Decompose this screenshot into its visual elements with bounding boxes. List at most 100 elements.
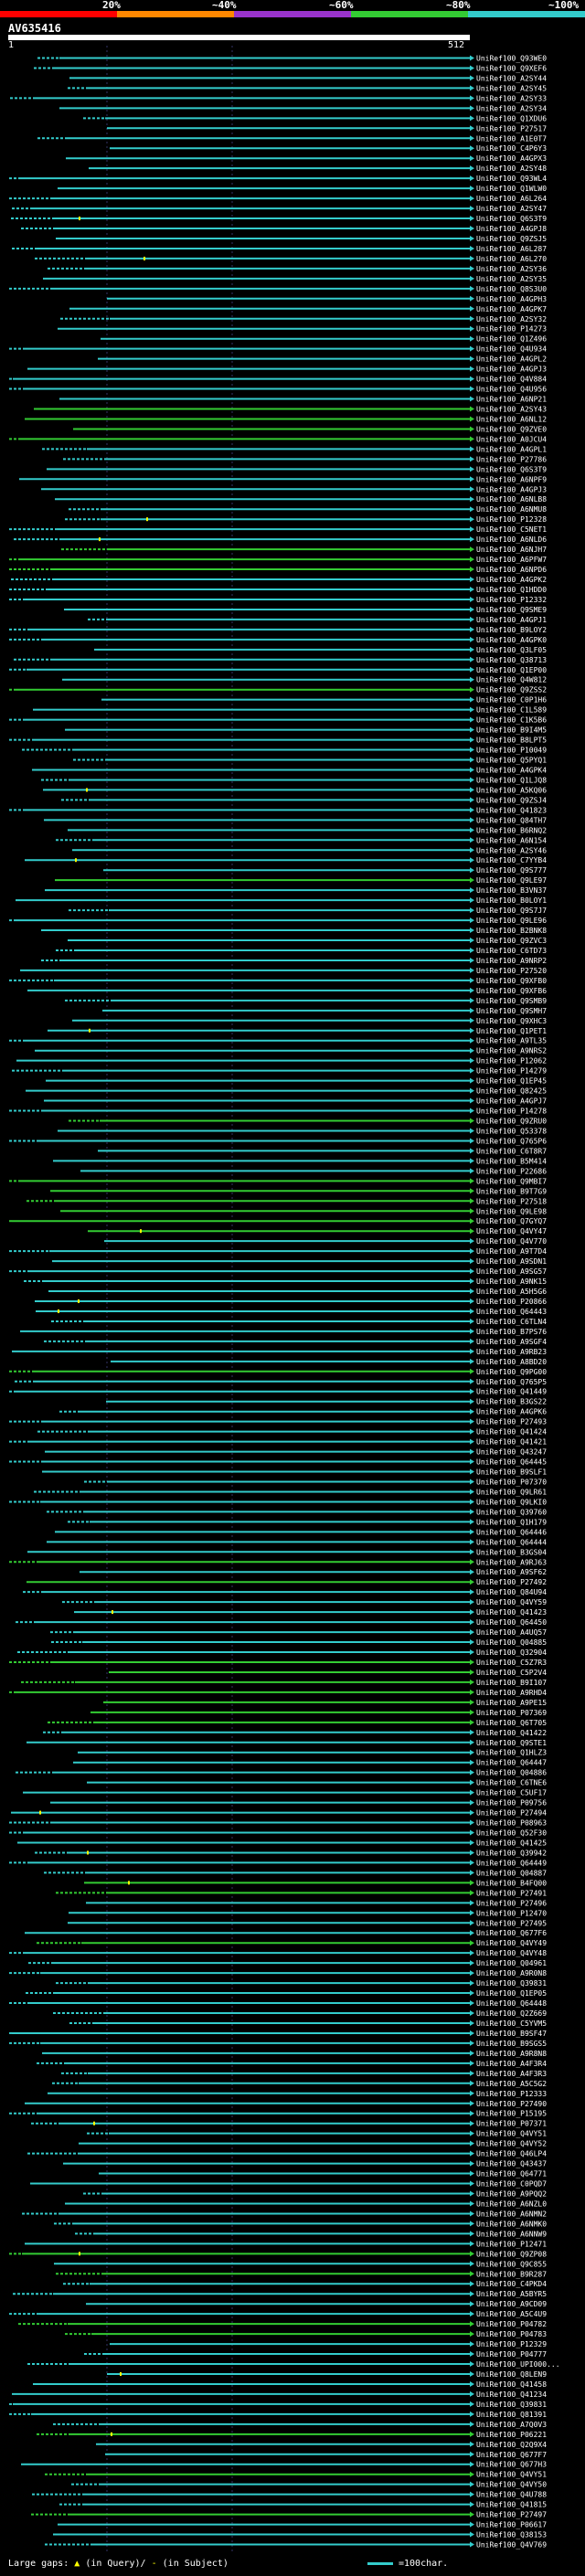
hit-label[interactable]: UniRef100_P06617	[476, 2521, 547, 2529]
hit-label[interactable]: UniRef100_A5C5G2	[476, 2080, 547, 2088]
hit-label[interactable]: UniRef100_B9T7G9	[476, 1187, 547, 1195]
hit-label[interactable]: UniRef100_Q9PG00	[476, 1368, 547, 1376]
hit-label[interactable]: UniRef100_P12328	[476, 515, 547, 524]
hit-label[interactable]: UniRef100_Q677F6	[476, 1929, 547, 1937]
hit-label[interactable]: UniRef100_P27490	[476, 2100, 547, 2108]
hit-label[interactable]: UniRef100_Q1EP00	[476, 666, 547, 674]
hit-label[interactable]: UniRef100_A4GPJ3	[476, 485, 547, 493]
hit-label[interactable]: UniRef100_A6NP21	[476, 396, 547, 404]
hit-label[interactable]: UniRef100_A6NLB8	[476, 495, 547, 504]
hit-label[interactable]: UniRef100_Q765P6	[476, 1137, 547, 1145]
hit-label[interactable]: UniRef100_Q9XHC3	[476, 1017, 547, 1025]
hit-label[interactable]: UniRef100_Q9XFB6	[476, 987, 547, 995]
hit-label[interactable]: UniRef100_A2SY44	[476, 74, 547, 82]
hit-label[interactable]: UniRef100_Q52F30	[476, 1829, 547, 1838]
hit-label[interactable]: UniRef100_C7YYB4	[476, 856, 547, 864]
hit-label[interactable]: UniRef100_A1E0T7	[476, 134, 547, 143]
hit-label[interactable]: UniRef100_Q9LE97	[476, 876, 547, 885]
hit-label[interactable]: UniRef100_A6NL12	[476, 415, 547, 423]
hit-label[interactable]: UniRef100_A8BD20	[476, 1358, 547, 1366]
hit-label[interactable]: UniRef100_Q6S3T9	[476, 215, 547, 223]
hit-label[interactable]: UniRef100_P27491	[476, 1889, 547, 1897]
hit-label[interactable]: UniRef100_A2SY45	[476, 84, 547, 92]
hit-label[interactable]: UniRef100_Q2Q9X4	[476, 2441, 547, 2449]
hit-label[interactable]: UniRef100_C5NET1	[476, 525, 547, 534]
hit-label[interactable]: UniRef100_P07369	[476, 1709, 547, 1717]
hit-label[interactable]: UniRef100_A6NPD6	[476, 566, 547, 574]
hit-label[interactable]: UniRef100_A4GPK4	[476, 766, 547, 774]
hit-label[interactable]: UniRef100_C5P2V4	[476, 1669, 547, 1677]
hit-label[interactable]: UniRef100_A4GPJ7	[476, 1097, 547, 1106]
hit-label[interactable]: UniRef100_Q9S777	[476, 866, 547, 875]
hit-label[interactable]: UniRef100_B8LPT5	[476, 737, 547, 745]
hit-label[interactable]: UniRef100_P20866	[476, 1298, 547, 1306]
hit-label[interactable]: UniRef100_A6NZL0	[476, 2200, 547, 2208]
hit-label[interactable]: UniRef100_B2BNK8	[476, 927, 547, 935]
hit-label[interactable]: UniRef100_Q4V769	[476, 2541, 547, 2549]
hit-label[interactable]: UniRef100_A9SF62	[476, 1568, 547, 1576]
hit-label[interactable]: UniRef100_Q6T705	[476, 1719, 547, 1727]
hit-label[interactable]: UniRef100_Q4U934	[476, 345, 547, 354]
hit-label[interactable]: UniRef100_C5UF17	[476, 1789, 547, 1797]
hit-label[interactable]: UniRef100_Q5PYQ1	[476, 757, 547, 765]
hit-label[interactable]: UniRef100_A6L264	[476, 195, 547, 203]
hit-label[interactable]: UniRef100_A6NMK0	[476, 2220, 547, 2228]
hit-label[interactable]: UniRef100_A4GPJ8	[476, 225, 547, 233]
hit-label[interactable]: UniRef100_A4F3R3	[476, 2070, 547, 2078]
hit-label[interactable]: UniRef100_A9PE15	[476, 1699, 547, 1707]
hit-label[interactable]: UniRef100_Q41421	[476, 1438, 547, 1447]
hit-label[interactable]: UniRef100_P12062	[476, 1057, 547, 1065]
hit-label[interactable]: UniRef100_Q9ZSJ5	[476, 235, 547, 243]
hit-label[interactable]: UniRef100_Q64445	[476, 1458, 547, 1467]
hit-label[interactable]: UniRef100_P04782	[476, 2320, 547, 2328]
hit-label[interactable]: UniRef100_A9SGF4	[476, 1338, 547, 1346]
hit-label[interactable]: UniRef100_Q64771	[476, 2170, 547, 2178]
hit-label[interactable]: UniRef100_Q64444	[476, 1538, 547, 1546]
hit-label[interactable]: UniRef100_A5C4U9	[476, 2310, 547, 2318]
hit-label[interactable]: UniRef100_Q1Z496	[476, 335, 547, 344]
hit-label[interactable]: UniRef100_A2SY32	[476, 315, 547, 323]
hit-label[interactable]: UniRef100_Q41423	[476, 1608, 547, 1617]
hit-label[interactable]: UniRef100_A6NMU8	[476, 505, 547, 514]
hit-label[interactable]: UniRef100_C6TNE6	[476, 1779, 547, 1787]
hit-label[interactable]: UniRef100_C4PKD4	[476, 2280, 547, 2288]
hit-label[interactable]: UniRef100_P06221	[476, 2431, 547, 2439]
hit-label[interactable]: UniRef100_A5BYR5	[476, 2290, 547, 2298]
hit-label[interactable]: UniRef100_Q4VY48	[476, 1949, 547, 1957]
hit-label[interactable]: UniRef100_P12471	[476, 2240, 547, 2248]
hit-label[interactable]: UniRef100_Q9ZVE0	[476, 425, 547, 433]
hit-label[interactable]: UniRef100_Q41449	[476, 1388, 547, 1396]
hit-label[interactable]: UniRef100_Q04887	[476, 1869, 547, 1877]
hit-label[interactable]: UniRef100_P14279	[476, 1067, 547, 1076]
hit-label[interactable]: UniRef100_A2SY46	[476, 846, 547, 854]
hit-label[interactable]: UniRef100_C6TD73	[476, 947, 547, 955]
hit-label[interactable]: UniRef100_Q46LP4	[476, 2150, 547, 2158]
hit-label[interactable]: UniRef100_A9NK15	[476, 1277, 547, 1286]
hit-label[interactable]: UniRef100_P09756	[476, 1799, 547, 1807]
hit-label[interactable]: UniRef100_Q64450	[476, 1618, 547, 1627]
hit-label[interactable]: UniRef100_Q9XFB0	[476, 977, 547, 985]
hit-label[interactable]: UniRef100_Q9ZVC3	[476, 937, 547, 945]
hit-label[interactable]: UniRef100_Q1XDU6	[476, 114, 547, 122]
hit-label[interactable]: UniRef100_Q4V884	[476, 376, 547, 384]
hit-label[interactable]: UniRef100_A9SG57	[476, 1267, 547, 1276]
hit-label[interactable]: UniRef100_Q4U788	[476, 2491, 547, 2499]
hit-label[interactable]: UniRef100_B9LOY2	[476, 626, 547, 634]
hit-label[interactable]: UniRef100_A4GPK2	[476, 576, 547, 584]
hit-label[interactable]: UniRef100_UPI000...	[476, 2360, 560, 2369]
hit-label[interactable]: UniRef100_A7Q0V3	[476, 2421, 547, 2429]
hit-label[interactable]: UniRef100_Q64447	[476, 1759, 547, 1767]
hit-label[interactable]: UniRef100_Q4VY51	[476, 2471, 547, 2479]
hit-label[interactable]: UniRef100_Q765P5	[476, 1378, 547, 1386]
hit-label[interactable]: UniRef100_Q04961	[476, 1959, 547, 1967]
hit-label[interactable]: UniRef100_B5M414	[476, 1157, 547, 1165]
hit-label[interactable]: UniRef100_P14273	[476, 325, 547, 334]
hit-label[interactable]: UniRef100_Q4VY59	[476, 1598, 547, 1606]
hit-label[interactable]: UniRef100_Q2Z669	[476, 2009, 547, 2018]
hit-label[interactable]: UniRef100_A4GPK7	[476, 305, 547, 313]
hit-label[interactable]: UniRef100_Q41815	[476, 2501, 547, 2509]
hit-label[interactable]: UniRef100_A9RJ63	[476, 1558, 547, 1566]
hit-label[interactable]: UniRef100_Q93WL4	[476, 175, 547, 183]
hit-label[interactable]: UniRef100_P22686	[476, 1167, 547, 1175]
hit-label[interactable]: UniRef100_Q4VY47	[476, 1227, 547, 1235]
